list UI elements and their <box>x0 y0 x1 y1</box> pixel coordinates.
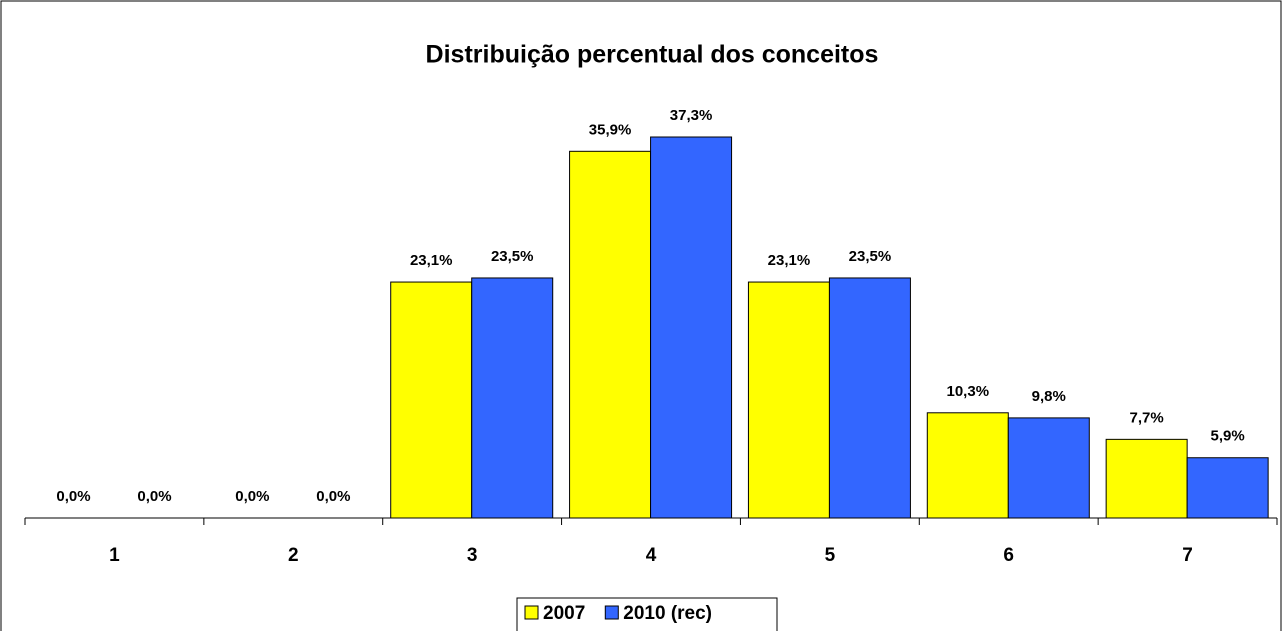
bar <box>1007 417 1090 519</box>
value-label: 7,7% <box>1130 409 1164 426</box>
value-label: 23,5% <box>849 248 892 265</box>
bar <box>569 150 652 519</box>
x-tick-label: 5 <box>825 545 836 566</box>
bar <box>926 412 1009 519</box>
value-label: 0,0% <box>137 488 171 505</box>
value-label: 23,1% <box>768 252 811 269</box>
value-label: 37,3% <box>670 107 713 124</box>
x-tick-label: 3 <box>467 545 478 566</box>
legend-swatch <box>604 605 619 620</box>
bar <box>828 277 911 519</box>
x-tick-label: 1 <box>109 545 120 566</box>
bar <box>1186 457 1269 519</box>
value-label: 23,1% <box>410 252 453 269</box>
bar <box>650 136 733 519</box>
value-label: 10,3% <box>947 383 990 400</box>
value-label: 35,9% <box>589 121 632 138</box>
bar <box>471 277 554 519</box>
value-label: 23,5% <box>491 248 534 265</box>
bar <box>1105 438 1188 519</box>
chart-title: Distribuição percentual dos conceitos <box>426 41 879 69</box>
legend-box <box>516 597 778 631</box>
legend-label: 2007 <box>543 603 585 624</box>
x-tick-label: 2 <box>288 545 299 566</box>
x-tick-label: 4 <box>646 545 657 566</box>
value-label: 9,8% <box>1032 388 1066 405</box>
value-label: 0,0% <box>56 488 90 505</box>
legend-swatch <box>524 605 539 620</box>
x-tick-label: 7 <box>1182 545 1193 566</box>
value-label: 5,9% <box>1211 428 1245 445</box>
bar <box>390 281 473 519</box>
x-tick-label: 6 <box>1003 545 1014 566</box>
value-label: 0,0% <box>235 488 269 505</box>
value-label: 0,0% <box>316 488 350 505</box>
legend-label: 2010 (rec) <box>623 603 712 624</box>
bar <box>747 281 830 519</box>
